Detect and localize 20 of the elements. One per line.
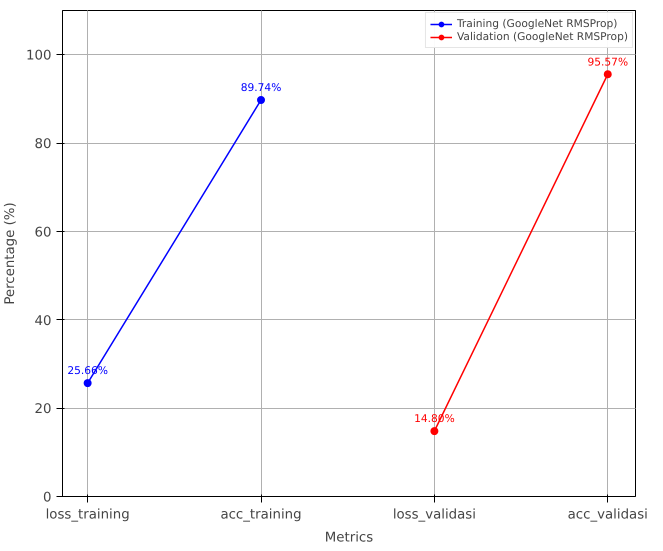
- y-tick-label: 40: [34, 314, 52, 329]
- point: [84, 379, 92, 388]
- y-axis-title: Percentage (%): [3, 202, 18, 305]
- x-axis-title: Metrics: [324, 530, 374, 546]
- legend-label: Training (GoogleNet RMSProp): [456, 17, 618, 30]
- y-tick-label: 80: [34, 137, 52, 152]
- legend-label: Validation (GoogleNet RMSProp): [456, 30, 628, 43]
- point: [604, 70, 612, 78]
- y-tick-label: 60: [34, 225, 52, 240]
- data-label: 95.57%: [587, 55, 628, 68]
- y-tick-label: 0: [43, 490, 52, 506]
- point: [257, 96, 266, 104]
- x-tick-label: loss_validasi: [392, 508, 476, 522]
- y-tick-label: 100: [26, 48, 52, 64]
- point: [430, 427, 438, 436]
- x-tick-label: acc_training: [220, 508, 302, 522]
- data-label: 89.74%: [240, 81, 282, 94]
- x-tick-label: loss_training: [46, 508, 130, 522]
- y-tick-label: 20: [34, 402, 52, 418]
- x-tick-label: acc_validasi: [568, 508, 648, 522]
